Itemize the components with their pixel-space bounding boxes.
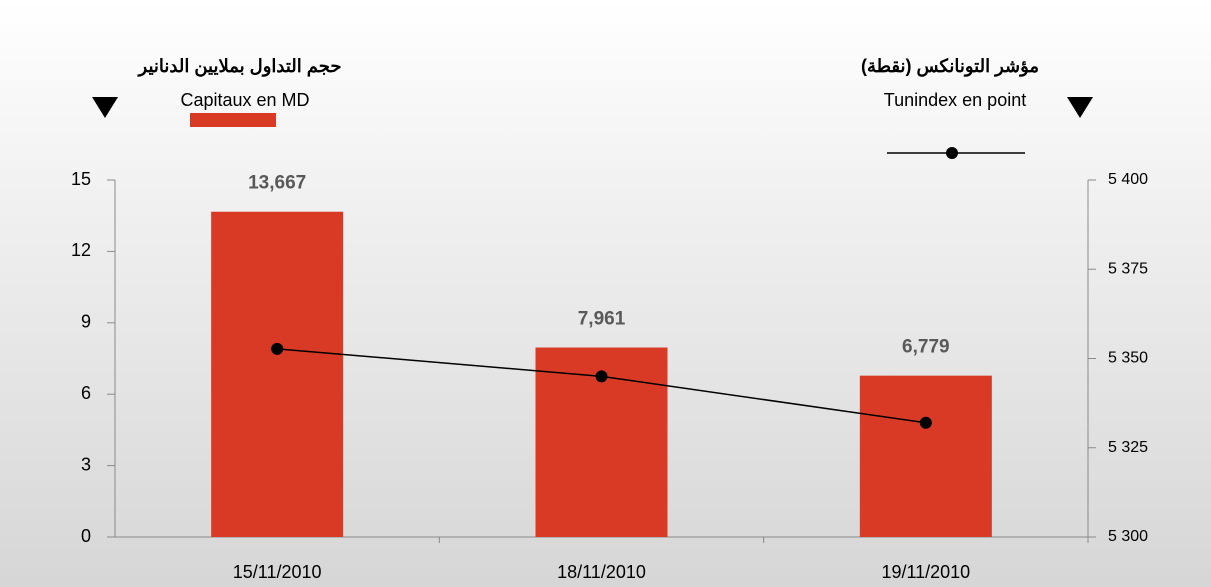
x-tick-label: 15/11/2010 [233,562,322,582]
y2-tick-label: 5 400 [1108,171,1148,188]
line-marker [596,370,608,382]
bar-value-label: 7,961 [578,309,626,330]
y-axis-title: حجم التداول بملايين الدنانير [137,56,342,77]
legend-marker [946,147,958,159]
y-tick-label: 15 [71,169,91,189]
line-marker [271,343,283,355]
legend-swatch [190,113,276,127]
y-tick-label: 3 [81,454,91,474]
bar-value-label: 13,667 [248,173,306,194]
legend-label: Capitaux en MD [180,90,309,110]
y2-tick-label: 5 325 [1108,439,1148,456]
y2-tick-label: 5 300 [1108,528,1148,545]
page: حجم التداول بملايين الدنانير مؤشر التونا… [0,0,1211,587]
y2-tick-label: 5 375 [1108,260,1148,277]
x-tick-label: 19/11/2010 [881,562,970,582]
x-tick-label: 18/11/2010 [557,562,646,582]
y-tick-label: 0 [81,526,91,546]
y2-tick-label: 5 350 [1108,350,1148,367]
y2-axis-title: مؤشر التونانكس (نقطة) [861,56,1039,77]
y-tick-label: 6 [81,383,91,403]
line-marker [920,417,932,429]
legend-label: Tunindex en point [884,90,1026,110]
bar-value-label: 6,779 [902,337,950,358]
bar [860,376,992,537]
bar [211,212,343,537]
y-tick-label: 12 [71,240,91,260]
y-tick-label: 9 [81,312,91,332]
chart: حجم التداول بملايين الدنانير مؤشر التونا… [0,0,1211,587]
